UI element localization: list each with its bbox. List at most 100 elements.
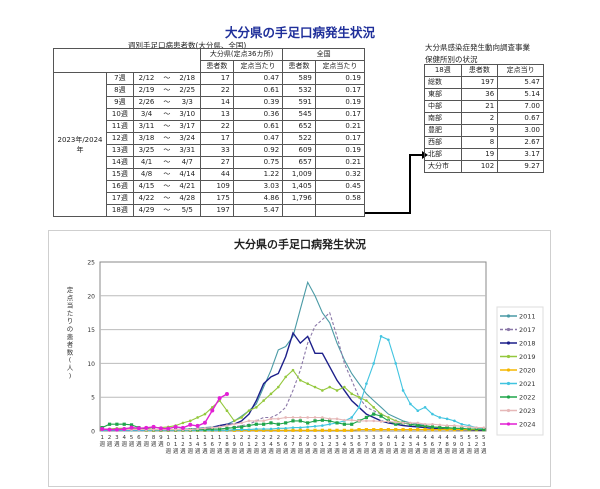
table-row: 17週 4/22 ～ 4/28 175 4.86 1,796 0.58	[54, 192, 366, 205]
data-point	[350, 422, 354, 426]
x-tick-label: 1	[189, 435, 193, 441]
x-tick-week-suffix: 週	[386, 447, 392, 455]
weekly-table-caption: 週別手足口病患者数(大分県、全国)	[128, 41, 247, 50]
table-row: 総数 197 5.47	[424, 76, 544, 89]
x-tick-week-suffix: 週	[415, 447, 421, 455]
y-tick-label: 20	[87, 293, 95, 300]
data-point	[262, 419, 265, 423]
legend-label: 2011	[519, 312, 536, 320]
data-point	[394, 362, 398, 365]
data-point	[284, 375, 287, 379]
data-point	[467, 425, 471, 429]
x-tick-label: 3	[357, 435, 361, 441]
data-point	[460, 424, 464, 428]
data-point	[357, 395, 361, 399]
data-point	[240, 428, 243, 431]
data-point	[328, 417, 331, 421]
data-point	[445, 426, 449, 430]
per-site-cell: 9.27	[497, 160, 544, 173]
area-cell: 大分市	[424, 160, 462, 173]
table-row: 大分市 102 9.27	[424, 160, 544, 173]
data-point	[335, 428, 339, 432]
data-point	[217, 396, 222, 401]
x-tick-week-suffix: 週	[173, 447, 179, 455]
x-tick-week-suffix: 週	[283, 447, 289, 455]
legend-label: 2022	[519, 393, 536, 401]
data-point	[320, 418, 324, 422]
legend-marker-icon	[506, 408, 511, 413]
data-point	[284, 426, 287, 430]
x-tick-week-suffix: 週	[459, 447, 465, 455]
x-tick-label: 2	[475, 442, 479, 448]
data-point	[158, 426, 163, 431]
x-tick-label: 3	[328, 435, 332, 441]
x-tick-label: 2	[328, 442, 332, 448]
data-point	[416, 409, 420, 413]
x-tick-label: 1	[321, 442, 325, 448]
data-point	[202, 420, 207, 425]
data-point	[342, 428, 346, 432]
x-tick-label: 5	[203, 442, 207, 448]
table-row: 北部 19 3.17	[424, 148, 544, 161]
data-point	[277, 426, 280, 430]
data-point	[372, 419, 376, 423]
y-tick-label: 10	[87, 361, 95, 368]
data-point	[416, 421, 420, 425]
x-tick-label: 3	[115, 435, 119, 441]
data-point	[291, 419, 295, 423]
data-point	[387, 416, 390, 419]
data-point	[152, 428, 155, 431]
x-tick-label: 5	[423, 442, 427, 448]
y-axis-label-char: (	[69, 356, 72, 364]
data-point	[299, 426, 302, 429]
data-point	[401, 428, 405, 432]
x-tick-label: 0	[313, 442, 317, 448]
x-tick-week-suffix: 週	[408, 447, 414, 455]
x-tick-label: 4	[431, 435, 435, 441]
data-point	[328, 419, 332, 423]
data-point	[107, 422, 112, 426]
data-point	[394, 420, 398, 424]
x-tick-week-suffix: 週	[364, 447, 370, 455]
x-tick-week-suffix: 週	[232, 447, 238, 455]
data-point	[299, 379, 302, 382]
data-point	[335, 389, 339, 392]
x-tick-label: 9	[306, 442, 310, 448]
data-point	[196, 416, 199, 419]
data-point	[335, 417, 339, 421]
data-point	[306, 416, 309, 419]
data-point	[379, 335, 383, 338]
legend-marker-icon	[506, 341, 511, 345]
data-point	[379, 414, 383, 418]
data-point	[328, 428, 332, 432]
data-point	[401, 421, 405, 425]
x-tick-week-suffix: 週	[474, 447, 480, 455]
legend-label: 2021	[519, 380, 536, 388]
oita-per-site-cell: 5.47	[232, 204, 284, 217]
x-tick-label: 4	[196, 442, 200, 448]
x-tick-week-suffix: 週	[180, 447, 186, 455]
data-point	[188, 419, 192, 423]
x-tick-week-suffix: 週	[334, 447, 340, 455]
legend-label: 2023	[519, 407, 536, 415]
legend	[496, 306, 544, 436]
data-point	[232, 426, 236, 430]
legend-label: 2017	[519, 326, 536, 334]
weekly-cases-table: 大分県(定点36カ所) 全国 患者数 定点当たり 患者数 定点当たり 2023年…	[53, 48, 366, 217]
data-point	[423, 422, 427, 426]
data-point	[277, 385, 280, 389]
data-point	[151, 424, 156, 429]
data-point	[445, 428, 449, 432]
data-point	[321, 389, 324, 392]
x-tick-label: 1	[467, 442, 471, 448]
x-tick-label: 3	[189, 442, 193, 448]
x-tick-label: 2	[247, 435, 251, 441]
data-point	[482, 428, 486, 432]
x-tick-week-suffix: 週	[371, 447, 377, 455]
data-point	[122, 422, 126, 426]
x-tick-week-suffix: 週	[400, 447, 406, 455]
x-tick-label: 3	[335, 442, 339, 448]
x-tick-label: 5	[277, 442, 281, 448]
x-tick-label: 7	[365, 442, 369, 448]
x-tick-week-suffix: 週	[158, 440, 164, 448]
